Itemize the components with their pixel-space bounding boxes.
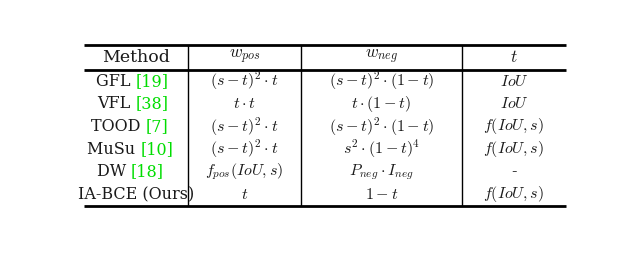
Text: GFL: GFL — [96, 73, 136, 90]
Text: $f(IoU,s)$: $f(IoU,s)$ — [484, 139, 545, 159]
Text: -: - — [511, 163, 517, 180]
Text: $t$: $t$ — [240, 186, 248, 203]
Text: $IoU$: $IoU$ — [500, 73, 528, 90]
Text: Method: Method — [102, 49, 170, 66]
Text: [10]: [10] — [141, 141, 174, 158]
Text: VFL: VFL — [98, 95, 136, 112]
Text: $s^2 \cdot (1-t)^4$: $s^2 \cdot (1-t)^4$ — [343, 138, 420, 160]
Text: $(s-t)^2 \cdot t$: $(s-t)^2 \cdot t$ — [210, 115, 278, 138]
Text: [19]: [19] — [136, 73, 169, 90]
Text: DW: DW — [97, 163, 131, 180]
Text: $IoU$: $IoU$ — [500, 95, 528, 112]
Text: $(s-t)^2 \cdot t$: $(s-t)^2 \cdot t$ — [210, 138, 278, 160]
Text: $(s-t)^2 \cdot (1-t)$: $(s-t)^2 \cdot (1-t)$ — [328, 70, 434, 92]
Text: $f(IoU,s)$: $f(IoU,s)$ — [484, 184, 545, 204]
Text: [18]: [18] — [131, 163, 164, 180]
Text: $t \cdot t$: $t \cdot t$ — [233, 95, 256, 112]
Text: $w_{pos}$: $w_{pos}$ — [228, 48, 260, 66]
Text: $f(IoU,s)$: $f(IoU,s)$ — [484, 116, 545, 136]
Text: $(s-t)^2 \cdot (1-t)$: $(s-t)^2 \cdot (1-t)$ — [328, 115, 434, 138]
Text: $t$: $t$ — [510, 49, 518, 66]
Text: MuSu: MuSu — [87, 141, 141, 158]
Text: $(s-t)^2 \cdot t$: $(s-t)^2 \cdot t$ — [210, 70, 278, 92]
Text: [7]: [7] — [146, 118, 169, 135]
Text: $t \cdot (1-t)$: $t \cdot (1-t)$ — [351, 94, 411, 114]
Text: $f_{pos}(IoU,s)$: $f_{pos}(IoU,s)$ — [205, 162, 283, 182]
Text: IA-BCE (Ours): IA-BCE (Ours) — [78, 186, 194, 203]
Text: $1-t$: $1-t$ — [365, 186, 398, 203]
Text: [38]: [38] — [136, 95, 169, 112]
Text: $w_{neg}$: $w_{neg}$ — [365, 48, 398, 66]
Text: $P_{neg} \cdot I_{neg}$: $P_{neg} \cdot I_{neg}$ — [349, 162, 414, 182]
Text: TOOD: TOOD — [91, 118, 146, 135]
